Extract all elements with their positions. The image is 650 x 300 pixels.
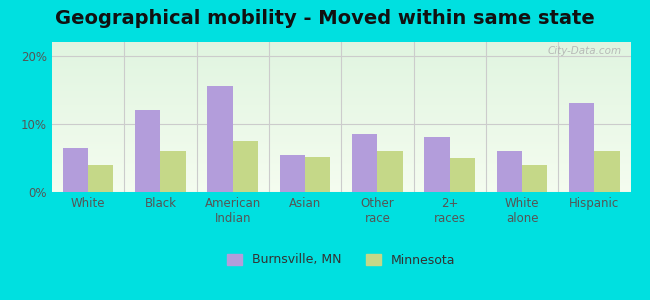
Bar (305, 157, 330, 192)
Bar (161, 151, 186, 192)
Bar (424, 137, 450, 192)
Bar (88, 165, 114, 192)
Text: Geographical mobility - Moved within same state: Geographical mobility - Moved within sam… (55, 9, 595, 28)
Text: City-Data.com: City-Data.com (548, 46, 622, 56)
Bar (497, 151, 522, 192)
Bar (352, 134, 378, 192)
Bar (522, 165, 547, 192)
Bar (594, 151, 619, 192)
Bar (378, 151, 403, 192)
Bar (450, 158, 475, 192)
Legend: Burnsville, MN, Minnesota: Burnsville, MN, Minnesota (220, 247, 462, 273)
Bar (135, 110, 161, 192)
Bar (63, 148, 88, 192)
Bar (280, 154, 305, 192)
Bar (207, 86, 233, 192)
Bar (569, 103, 594, 192)
Bar (233, 141, 258, 192)
